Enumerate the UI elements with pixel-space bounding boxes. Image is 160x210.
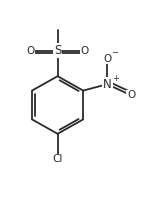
Text: −: −: [111, 48, 118, 57]
Text: Cl: Cl: [52, 154, 63, 164]
Text: O: O: [26, 46, 35, 56]
Text: +: +: [112, 74, 119, 83]
Text: O: O: [127, 90, 135, 100]
Text: O: O: [81, 46, 89, 56]
Text: S: S: [54, 44, 61, 57]
Text: N: N: [103, 78, 112, 91]
Text: O: O: [103, 54, 111, 64]
